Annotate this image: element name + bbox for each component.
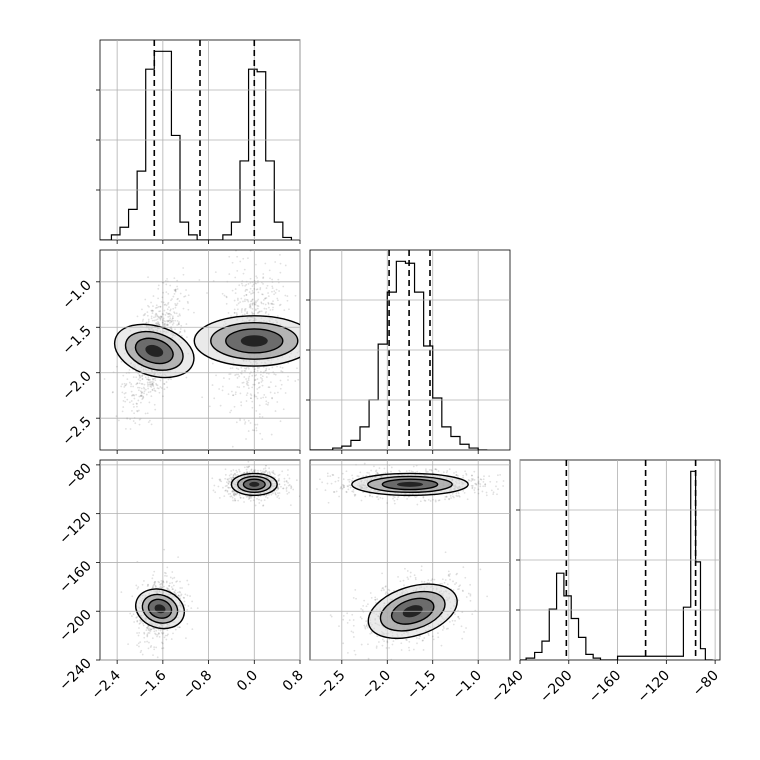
x-tick-label: −1.5 [404, 668, 439, 703]
contour-line [225, 328, 284, 354]
panel-0-1: −2.5 −2.0 −1.5 −1.0 [59, 249, 301, 454]
contour-line [193, 315, 300, 367]
x-tick-label: −200 [537, 668, 576, 707]
x-tick-label: −2.5 [313, 668, 348, 703]
histogram-step [100, 50, 293, 240]
x-tick-label: 0.0 [234, 668, 261, 695]
y-tick-label: −2.5 [59, 414, 94, 449]
x-tick-label: −2.0 [359, 668, 394, 703]
y-tick-label: −1.0 [59, 277, 94, 312]
contour-line [237, 475, 272, 494]
y-tick-label: −2.0 [59, 368, 94, 403]
density-fill [396, 481, 424, 487]
x-tick-label: −1.0 [450, 668, 485, 703]
density-fill [240, 335, 268, 347]
panel-1-1 [306, 249, 511, 454]
panel-0-0 [96, 39, 301, 244]
contour-line [367, 475, 453, 494]
histogram-step [310, 260, 488, 450]
y-tick-label: −240 [56, 656, 95, 695]
contour-line [381, 478, 439, 491]
y-tick-label: −200 [56, 607, 95, 646]
x-tick-label: −0.8 [180, 668, 215, 703]
contour-line [230, 472, 278, 497]
x-tick-label: −2.4 [89, 667, 124, 702]
y-tick-label: −120 [56, 509, 95, 548]
y-tick-label: −80 [63, 460, 95, 492]
density-fill [249, 481, 260, 487]
contour-line [367, 583, 458, 640]
contour-line [147, 598, 173, 619]
x-tick-label: −120 [635, 668, 674, 707]
contour-line [124, 330, 184, 371]
panel-0-2: −240 −200 −160 −120 −80 −2.4 −1.6 −0.8 0.0 0.8 [56, 459, 307, 703]
density-mode [193, 315, 300, 367]
x-tick-label: 0.8 [280, 668, 307, 695]
density-mode [113, 323, 195, 379]
contour-line [141, 593, 179, 624]
x-tick-label: −160 [586, 668, 625, 707]
contour-line [242, 478, 266, 491]
contour-line [379, 590, 446, 632]
panel-2-2: −240 −200 −160 −120 −80 [488, 459, 722, 707]
x-tick-label: −240 [488, 668, 527, 707]
contour-line [135, 588, 185, 630]
density-fill [145, 344, 164, 357]
y-tick-label: −1.5 [59, 323, 94, 358]
density-mode [135, 588, 185, 630]
contour-line [134, 337, 174, 365]
contour-line [390, 597, 435, 625]
x-tick-label: −80 [690, 668, 722, 700]
x-tick-label: −1.6 [134, 667, 169, 702]
y-tick-label: −160 [56, 558, 95, 597]
panel-1-2: −2.5 −2.0 −1.5 −1.0 [309, 459, 511, 703]
contour-line [210, 321, 299, 360]
density-mode [230, 472, 278, 497]
density-mode [351, 472, 469, 497]
contour-line [351, 472, 469, 497]
